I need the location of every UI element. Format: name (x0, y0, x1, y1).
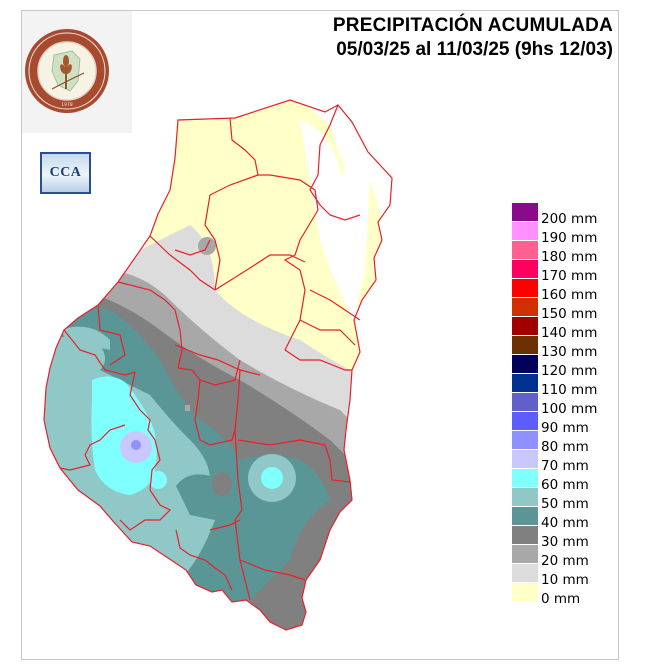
legend-swatch (512, 317, 538, 335)
legend-swatch (512, 412, 538, 430)
legend-label: 0 mm (541, 591, 581, 607)
legend-swatch (512, 374, 538, 392)
legend-swatch (512, 260, 538, 278)
legend-item: 0 mm (512, 583, 622, 607)
title-date-range: 05/03/25 al 11/03/25 (9hs 12/03) (336, 39, 613, 60)
legend-item: 50 mm (512, 488, 622, 512)
legend-swatch (512, 488, 538, 506)
legend-item: 80 mm (512, 431, 622, 455)
map-title: PRECIPITACIÓN ACUMULADA 05/03/25 al 11/0… (333, 14, 613, 62)
legend-item: 170 mm (512, 260, 622, 284)
legend-item: 130 mm (512, 336, 622, 360)
title-line-1: PRECIPITACIÓN ACUMULADA (332, 15, 613, 36)
legend-item: 190 mm (512, 222, 622, 246)
legend-item: 120 mm (512, 355, 622, 379)
cca-logo: CCA (40, 152, 91, 194)
legend-label: 130 mm (541, 344, 598, 360)
legend-label: 10 mm (541, 572, 589, 588)
legend-label: 50 mm (541, 496, 589, 512)
legend-swatch (512, 393, 538, 411)
legend-swatch (512, 336, 538, 354)
legend-label: 140 mm (541, 325, 598, 341)
legend-swatch (512, 583, 538, 601)
legend-swatch (512, 526, 538, 544)
legend-swatch (512, 241, 538, 259)
legend-item: 90 mm (512, 412, 622, 436)
legend-swatch (512, 450, 538, 468)
legend-item: 200 mm (512, 203, 622, 227)
legend-label: 40 mm (541, 515, 589, 531)
legend-label: 60 mm (541, 477, 589, 493)
legend-swatch (512, 355, 538, 373)
precipitation-contours (44, 100, 392, 630)
legend-label: 70 mm (541, 458, 589, 474)
legend-item: 20 mm (512, 545, 622, 569)
legend-item: 110 mm (512, 374, 622, 398)
legend-item: 160 mm (512, 279, 622, 303)
legend-swatch (512, 469, 538, 487)
legend-label: 170 mm (541, 268, 598, 284)
legend-item: 100 mm (512, 393, 622, 417)
legend-label: 190 mm (541, 230, 598, 246)
legend-item: 150 mm (512, 298, 622, 322)
legend-swatch (512, 298, 538, 316)
legend-item: 70 mm (512, 450, 622, 474)
bolsa-de-cereales-logo: 1978 (22, 11, 132, 133)
department-boundaries (43, 99, 393, 631)
legend-swatch (512, 203, 538, 221)
bolsa-logo-icon: 1978 (25, 29, 109, 113)
svg-text:1978: 1978 (61, 102, 73, 108)
legend-label: 200 mm (541, 211, 598, 227)
legend-label: 120 mm (541, 363, 598, 379)
legend-label: 20 mm (541, 553, 589, 569)
legend-label: 90 mm (541, 420, 589, 436)
legend-swatch (512, 222, 538, 240)
legend-swatch (512, 545, 538, 563)
legend-label: 80 mm (541, 439, 589, 455)
legend-item: 40 mm (512, 507, 622, 531)
legend-item: 30 mm (512, 526, 622, 550)
legend-label: 100 mm (541, 401, 598, 417)
legend-swatch (512, 507, 538, 525)
legend-item: 60 mm (512, 469, 622, 493)
legend-label: 150 mm (541, 306, 598, 322)
legend-swatch (512, 279, 538, 297)
legend-label: 110 mm (541, 382, 598, 398)
legend-item: 140 mm (512, 317, 622, 341)
legend-item: 10 mm (512, 564, 622, 588)
legend-label: 180 mm (541, 249, 598, 265)
legend-label: 30 mm (541, 534, 589, 550)
legend-item: 180 mm (512, 241, 622, 265)
legend-swatch (512, 431, 538, 449)
legend-swatch (512, 564, 538, 582)
cca-logo-text: CCA (49, 165, 82, 180)
legend-label: 160 mm (541, 287, 598, 303)
